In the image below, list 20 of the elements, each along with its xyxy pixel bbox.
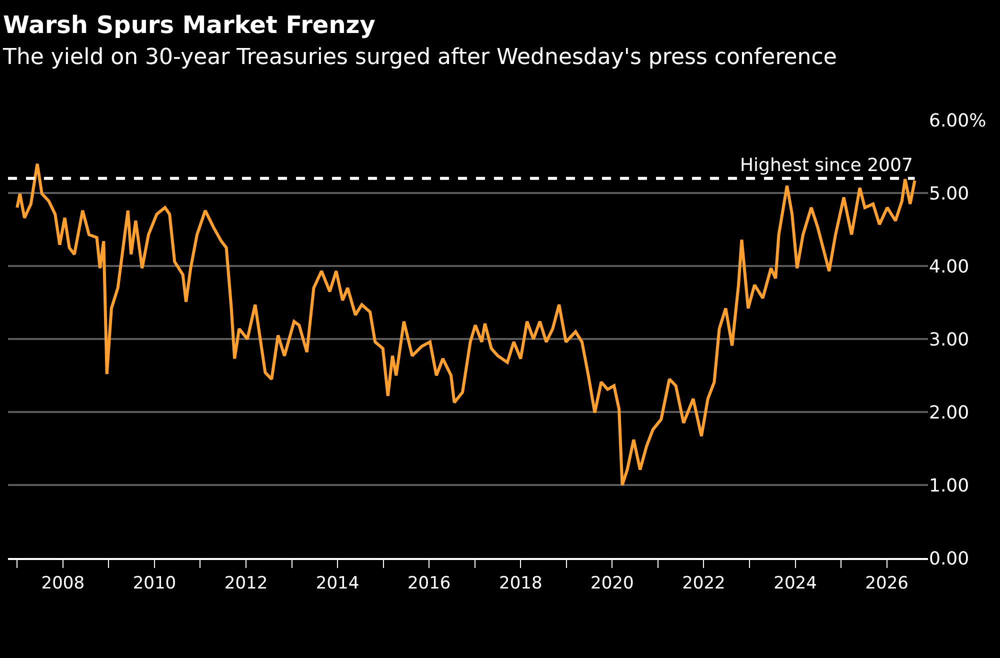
x-tick-label: 2012 xyxy=(224,573,268,594)
y-tick-label: 4.00 xyxy=(929,256,970,278)
y-tick-label: 6.00% xyxy=(929,110,986,132)
x-tick-label: 2024 xyxy=(774,573,817,594)
y-tick-label: 3.00 xyxy=(929,329,970,350)
x-tick-label: 2008 xyxy=(41,573,85,594)
x-tick-label: 2018 xyxy=(499,573,542,594)
chart-title: Warsh Spurs Market Frenzy xyxy=(3,10,376,39)
chart-subtitle: The yield on 30-year Treasuries surged after Wednesday's press conference xyxy=(2,45,837,70)
y-tick-label: 1.00 xyxy=(929,475,970,496)
y-tick-label: 5.00 xyxy=(929,183,970,204)
ref-line-label: Highest since 2007 xyxy=(740,155,913,176)
x-tick-label: 2010 xyxy=(132,573,176,594)
x-tick-label: 2020 xyxy=(590,573,634,594)
x-tick-label: 2014 xyxy=(316,573,360,594)
x-tick-label: 2022 xyxy=(682,573,726,594)
x-tick-label: 2016 xyxy=(407,573,451,594)
y-tick-label: 2.00 xyxy=(929,402,970,424)
y-tick-label: 0.00 xyxy=(929,548,970,570)
x-tick-label: 2026 xyxy=(865,573,908,594)
